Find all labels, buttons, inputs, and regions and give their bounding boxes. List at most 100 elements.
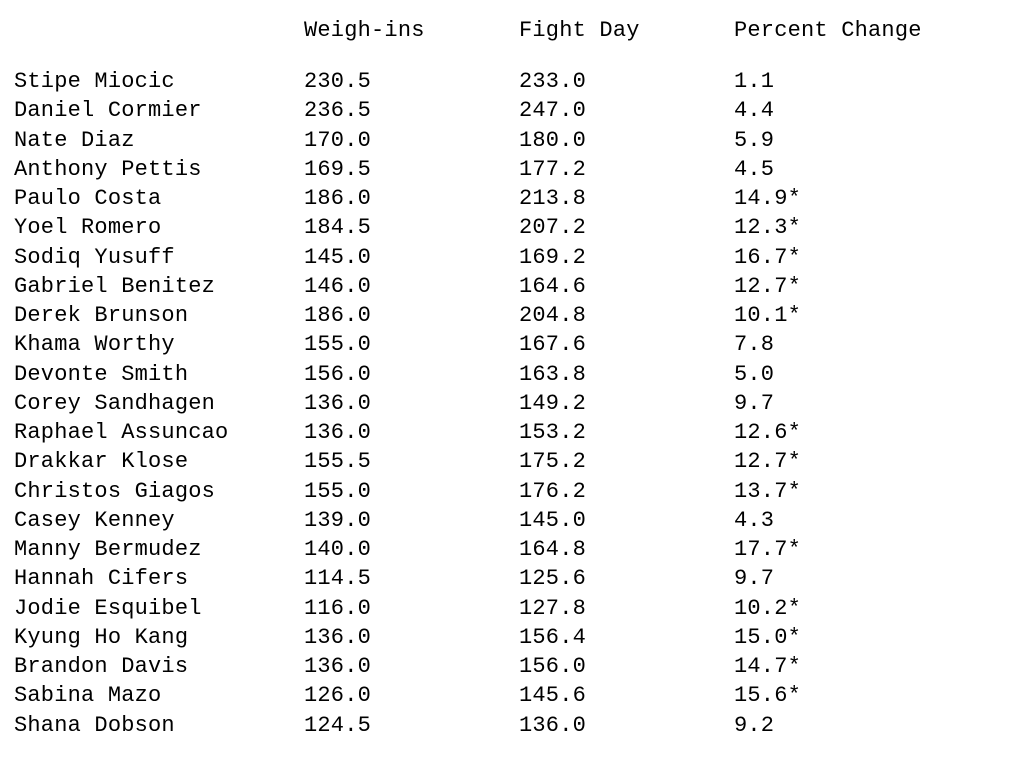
fight-day-value: 213.8 [519, 184, 734, 213]
percent-change-value: 1.1 [734, 67, 1010, 96]
percent-change-value: 5.9 [734, 126, 1010, 155]
percent-change-value: 14.7* [734, 652, 1010, 681]
weigh-in-value: 236.5 [304, 96, 519, 125]
fighter-name: Hannah Cifers [14, 564, 304, 593]
fighter-name: Nate Diaz [14, 126, 304, 155]
fighter-name: Gabriel Benitez [14, 272, 304, 301]
weigh-in-value: 136.0 [304, 652, 519, 681]
fighter-name: Yoel Romero [14, 213, 304, 242]
table-row: Manny Bermudez 140.0 164.8 17.7* [14, 535, 1010, 564]
weigh-in-value: 124.5 [304, 711, 519, 740]
fighter-name: Khama Worthy [14, 330, 304, 359]
table-row: Hannah Cifers 114.5 125.6 9.7 [14, 564, 1010, 593]
percent-change-value: 9.7 [734, 564, 1010, 593]
percent-change-value: 14.9* [734, 184, 1010, 213]
table-row: Paulo Costa 186.0 213.8 14.9* [14, 184, 1010, 213]
col-header-weighins: Weigh-ins [304, 18, 519, 67]
fight-day-value: 204.8 [519, 301, 734, 330]
table-row: Shana Dobson 124.5 136.0 9.2 [14, 711, 1010, 740]
fight-day-value: 163.8 [519, 360, 734, 389]
weigh-in-value: 145.0 [304, 243, 519, 272]
table-row: Stipe Miocic 230.5 233.0 1.1 [14, 67, 1010, 96]
percent-change-value: 4.3 [734, 506, 1010, 535]
percent-change-value: 12.7* [734, 272, 1010, 301]
table-row: Nate Diaz 170.0 180.0 5.9 [14, 126, 1010, 155]
fighter-name: Derek Brunson [14, 301, 304, 330]
col-header-name [14, 18, 304, 67]
weigh-in-value: 126.0 [304, 681, 519, 710]
fight-day-value: 177.2 [519, 155, 734, 184]
fighter-name: Paulo Costa [14, 184, 304, 213]
fight-day-value: 136.0 [519, 711, 734, 740]
fighter-name: Manny Bermudez [14, 535, 304, 564]
fight-day-value: 233.0 [519, 67, 734, 96]
fighter-name: Stipe Miocic [14, 67, 304, 96]
percent-change-value: 12.3* [734, 213, 1010, 242]
weigh-in-value: 184.5 [304, 213, 519, 242]
fighter-name: Jodie Esquibel [14, 594, 304, 623]
table-row: Sabina Mazo 126.0 145.6 15.6* [14, 681, 1010, 710]
weigh-in-value: 155.0 [304, 330, 519, 359]
weigh-in-value: 146.0 [304, 272, 519, 301]
table-row: Devonte Smith 156.0 163.8 5.0 [14, 360, 1010, 389]
percent-change-value: 12.6* [734, 418, 1010, 447]
percent-change-value: 16.7* [734, 243, 1010, 272]
fight-day-value: 207.2 [519, 213, 734, 242]
weigh-in-value: 186.0 [304, 301, 519, 330]
weigh-in-value: 155.0 [304, 477, 519, 506]
fighter-name: Sabina Mazo [14, 681, 304, 710]
fight-day-value: 156.0 [519, 652, 734, 681]
fight-day-value: 153.2 [519, 418, 734, 447]
fight-day-value: 247.0 [519, 96, 734, 125]
percent-change-value: 13.7* [734, 477, 1010, 506]
fight-day-value: 176.2 [519, 477, 734, 506]
weight-table: Weigh-ins Fight Day Percent Change Stipe… [14, 18, 1010, 740]
table-row: Derek Brunson 186.0 204.8 10.1* [14, 301, 1010, 330]
table-row: Corey Sandhagen 136.0 149.2 9.7 [14, 389, 1010, 418]
percent-change-value: 10.1* [734, 301, 1010, 330]
table-row: Gabriel Benitez 146.0 164.6 12.7* [14, 272, 1010, 301]
fight-day-value: 175.2 [519, 447, 734, 476]
fight-day-value: 145.0 [519, 506, 734, 535]
weigh-in-value: 136.0 [304, 623, 519, 652]
weigh-in-value: 156.0 [304, 360, 519, 389]
table-row: Brandon Davis 136.0 156.0 14.7* [14, 652, 1010, 681]
fight-day-value: 156.4 [519, 623, 734, 652]
fight-day-value: 127.8 [519, 594, 734, 623]
fighter-name: Christos Giagos [14, 477, 304, 506]
fight-day-value: 167.6 [519, 330, 734, 359]
fighter-name: Kyung Ho Kang [14, 623, 304, 652]
weigh-in-value: 116.0 [304, 594, 519, 623]
percent-change-value: 9.7 [734, 389, 1010, 418]
fight-day-value: 164.8 [519, 535, 734, 564]
table-row: Anthony Pettis 169.5 177.2 4.5 [14, 155, 1010, 184]
weigh-in-value: 155.5 [304, 447, 519, 476]
table-row: Christos Giagos 155.0 176.2 13.7* [14, 477, 1010, 506]
percent-change-value: 7.8 [734, 330, 1010, 359]
fighter-name: Corey Sandhagen [14, 389, 304, 418]
table-row: Casey Kenney 139.0 145.0 4.3 [14, 506, 1010, 535]
fighter-name: Sodiq Yusuff [14, 243, 304, 272]
table-row: Kyung Ho Kang 136.0 156.4 15.0* [14, 623, 1010, 652]
weigh-in-value: 139.0 [304, 506, 519, 535]
table-row: Drakkar Klose 155.5 175.2 12.7* [14, 447, 1010, 476]
weigh-in-value: 136.0 [304, 389, 519, 418]
col-header-percent: Percent Change [734, 18, 1010, 67]
table-row: Raphael Assuncao 136.0 153.2 12.6* [14, 418, 1010, 447]
fight-day-value: 164.6 [519, 272, 734, 301]
table-row: Khama Worthy 155.0 167.6 7.8 [14, 330, 1010, 359]
table-row: Sodiq Yusuff 145.0 169.2 16.7* [14, 243, 1010, 272]
percent-change-value: 15.0* [734, 623, 1010, 652]
table-row: Yoel Romero 184.5 207.2 12.3* [14, 213, 1010, 242]
fighter-name: Devonte Smith [14, 360, 304, 389]
fighter-name: Raphael Assuncao [14, 418, 304, 447]
fighter-name: Brandon Davis [14, 652, 304, 681]
fighter-name: Drakkar Klose [14, 447, 304, 476]
weigh-in-value: 136.0 [304, 418, 519, 447]
percent-change-value: 9.2 [734, 711, 1010, 740]
table-row: Jodie Esquibel 116.0 127.8 10.2* [14, 594, 1010, 623]
fighter-name: Anthony Pettis [14, 155, 304, 184]
fighter-name: Shana Dobson [14, 711, 304, 740]
fight-day-value: 180.0 [519, 126, 734, 155]
percent-change-value: 4.4 [734, 96, 1010, 125]
